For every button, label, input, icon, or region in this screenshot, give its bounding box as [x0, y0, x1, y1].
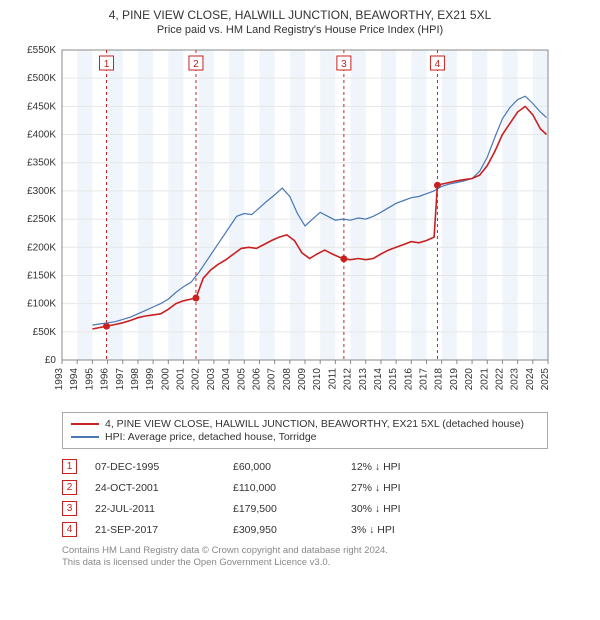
- svg-text:£50K: £50K: [33, 327, 57, 338]
- svg-text:2010: 2010: [312, 368, 323, 391]
- legend-item: 4, PINE VIEW CLOSE, HALWILL JUNCTION, BE…: [71, 418, 539, 430]
- svg-text:1997: 1997: [115, 368, 126, 391]
- footer-line-1: Contains HM Land Registry data © Crown c…: [62, 545, 548, 557]
- svg-text:2005: 2005: [236, 368, 247, 391]
- svg-text:£400K: £400K: [27, 130, 56, 141]
- svg-text:2007: 2007: [267, 368, 278, 391]
- sale-marker-badge: 4: [62, 522, 77, 537]
- svg-text:2009: 2009: [297, 368, 308, 391]
- sale-pct-vs-hpi: 12% ↓ HPI: [351, 461, 461, 473]
- svg-text:1: 1: [104, 59, 110, 70]
- plot-area: £0 £50K £100K £150K £200K £250K £300K £350K £400…: [8, 42, 592, 402]
- sale-date: 21-SEP-2017: [95, 524, 215, 536]
- sale-date: 24-OCT-2001: [95, 482, 215, 494]
- chart-subtitle: Price paid vs. HM Land Registry's House …: [8, 24, 592, 36]
- svg-text:2017: 2017: [419, 368, 430, 391]
- house-price-chart: 4, PINE VIEW CLOSE, HALWILL JUNCTION, BE…: [0, 0, 600, 620]
- svg-text:1994: 1994: [69, 368, 80, 391]
- footer-line-2: This data is licensed under the Open Gov…: [62, 557, 548, 569]
- chart-title: 4, PINE VIEW CLOSE, HALWILL JUNCTION, BE…: [8, 8, 592, 22]
- legend-swatch: [71, 423, 99, 425]
- svg-text:1995: 1995: [84, 368, 95, 391]
- legend-box: 4, PINE VIEW CLOSE, HALWILL JUNCTION, BE…: [62, 412, 548, 449]
- legend-label: 4, PINE VIEW CLOSE, HALWILL JUNCTION, BE…: [105, 418, 524, 430]
- svg-text:2025: 2025: [540, 368, 551, 391]
- svg-text:2016: 2016: [403, 368, 414, 391]
- sale-marker-badge: 2: [62, 480, 77, 495]
- svg-text:£300K: £300K: [27, 186, 56, 197]
- sale-marker-badge: 3: [62, 501, 77, 516]
- svg-text:2008: 2008: [282, 368, 293, 391]
- svg-text:1993: 1993: [54, 368, 65, 391]
- svg-text:£100K: £100K: [27, 299, 56, 310]
- svg-text:2013: 2013: [358, 368, 369, 391]
- svg-text:2024: 2024: [525, 368, 536, 391]
- svg-text:£550K: £550K: [27, 45, 56, 56]
- svg-text:2012: 2012: [343, 368, 354, 391]
- sale-date: 07-DEC-1995: [95, 461, 215, 473]
- svg-text:£500K: £500K: [27, 73, 56, 84]
- sale-pct-vs-hpi: 3% ↓ HPI: [351, 524, 461, 536]
- svg-text:2023: 2023: [510, 368, 521, 391]
- svg-text:2015: 2015: [388, 368, 399, 391]
- sale-row: 3 22-JUL-2011 £179,500 30% ↓ HPI: [62, 501, 548, 516]
- legend-label: HPI: Average price, detached house, Torr…: [105, 431, 317, 443]
- svg-text:£0: £0: [45, 355, 57, 366]
- svg-text:2000: 2000: [160, 368, 171, 391]
- svg-text:4: 4: [435, 59, 441, 70]
- svg-text:2014: 2014: [373, 368, 384, 391]
- sale-row: 2 24-OCT-2001 £110,000 27% ↓ HPI: [62, 480, 548, 495]
- sale-price: £179,500: [233, 503, 333, 515]
- sale-price: £60,000: [233, 461, 333, 473]
- svg-text:2018: 2018: [434, 368, 445, 391]
- footer-attribution: Contains HM Land Registry data © Crown c…: [62, 545, 548, 570]
- sale-row: 1 07-DEC-1995 £60,000 12% ↓ HPI: [62, 459, 548, 474]
- sale-price: £110,000: [233, 482, 333, 494]
- svg-text:£450K: £450K: [27, 101, 56, 112]
- svg-text:2022: 2022: [494, 368, 505, 391]
- svg-text:2020: 2020: [464, 368, 475, 391]
- svg-text:2011: 2011: [327, 368, 338, 390]
- svg-text:1999: 1999: [145, 368, 156, 391]
- svg-text:1998: 1998: [130, 368, 141, 391]
- sale-row: 4 21-SEP-2017 £309,950 3% ↓ HPI: [62, 522, 548, 537]
- sales-table: 1 07-DEC-1995 £60,000 12% ↓ HPI 2 24-OCT-2001…: [62, 459, 548, 537]
- sale-pct-vs-hpi: 27% ↓ HPI: [351, 482, 461, 494]
- svg-text:2: 2: [193, 59, 199, 70]
- svg-text:2001: 2001: [176, 368, 187, 391]
- svg-text:£200K: £200K: [27, 242, 56, 253]
- svg-text:2003: 2003: [206, 368, 217, 391]
- svg-text:1996: 1996: [100, 368, 111, 391]
- svg-text:£350K: £350K: [27, 158, 56, 169]
- svg-text:£150K: £150K: [27, 270, 56, 281]
- svg-text:£250K: £250K: [27, 214, 56, 225]
- svg-text:2002: 2002: [191, 368, 202, 391]
- svg-text:2021: 2021: [479, 368, 490, 391]
- svg-text:2006: 2006: [251, 368, 262, 391]
- svg-text:2019: 2019: [449, 368, 460, 391]
- sale-marker-badge: 1: [62, 459, 77, 474]
- sale-price: £309,950: [233, 524, 333, 536]
- sale-date: 22-JUL-2011: [95, 503, 215, 515]
- plot-svg: £0 £50K £100K £150K £200K £250K £300K £350K £400…: [8, 42, 600, 402]
- legend-item: HPI: Average price, detached house, Torr…: [71, 431, 539, 443]
- svg-text:2004: 2004: [221, 368, 232, 391]
- svg-text:3: 3: [341, 59, 347, 70]
- legend-swatch: [71, 436, 99, 437]
- sale-pct-vs-hpi: 30% ↓ HPI: [351, 503, 461, 515]
